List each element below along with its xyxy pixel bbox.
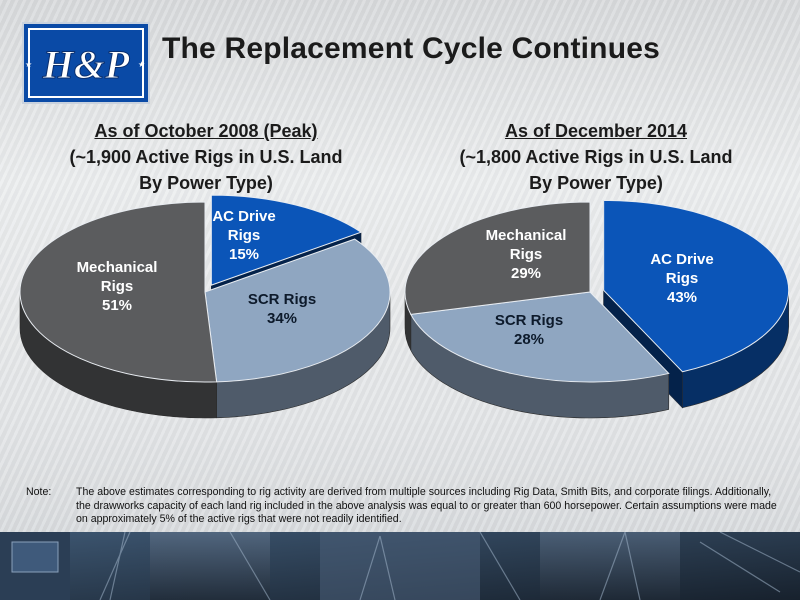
chart-heading-line3: By Power Type) [139,173,273,193]
chart-heading-line1: As of October 2008 (Peak) [94,121,318,141]
slice-label-ac-drive-rigs: AC Drive Rigs 15% [212,208,275,263]
svg-text:★: ★ [138,60,145,69]
pie-chart-1: AC Drive Rigs 15% SCR Rigs 34% Mechanical Rigs… [19,194,391,419]
chart-heading-line2: (~1,800 Active Rigs in U.S. Land [459,147,733,167]
footnote-prefix: Note: [26,486,52,498]
pie-chart-2: AC Drive Rigs 43% SCR Rigs 28% Mechanical Rigs… [404,199,790,419]
page-title: The Replacement Cycle Continues [162,32,660,65]
footer-photo-collage [0,532,800,600]
svg-text:★: ★ [25,60,32,69]
pie-slice-ac-drive-rigs [210,194,363,286]
slice-label-mechanical-rigs: Mechanical Rigs 29% [486,227,567,282]
company-logo: H&P ★ ★ [22,22,150,104]
footer-photo-band [0,532,800,600]
pie-slice-mechanical-rigs [19,201,218,383]
slice-label-mechanical-rigs: Mechanical Rigs 51% [77,259,158,314]
slice-label-ac-drive-rigs: AC Drive Rigs 43% [650,251,713,306]
pie-slice-ac-drive-rigs [603,199,790,373]
pie-slice-scr-rigs [204,238,391,383]
slice-label-scr-rigs: SCR Rigs 28% [495,312,563,348]
chart-heading-line3: By Power Type) [529,173,663,193]
footnote-text: The above estimates corresponding to rig… [76,486,777,525]
chart-heading-line2: (~1,900 Active Rigs in U.S. Land [69,147,343,167]
slice-label-scr-rigs: SCR Rigs 34% [248,291,316,327]
pie-slice-mechanical-rigs [404,201,591,315]
chart-heading-left: As of October 2008 (Peak) (~1,900 Active… [26,118,386,196]
logo-text: H&P [42,42,130,87]
chart-heading-right: As of December 2014 (~1,800 Active Rigs … [416,118,776,196]
chart-heading-line1: As of December 2014 [504,121,688,141]
pie-slice-scr-rigs [410,291,670,383]
